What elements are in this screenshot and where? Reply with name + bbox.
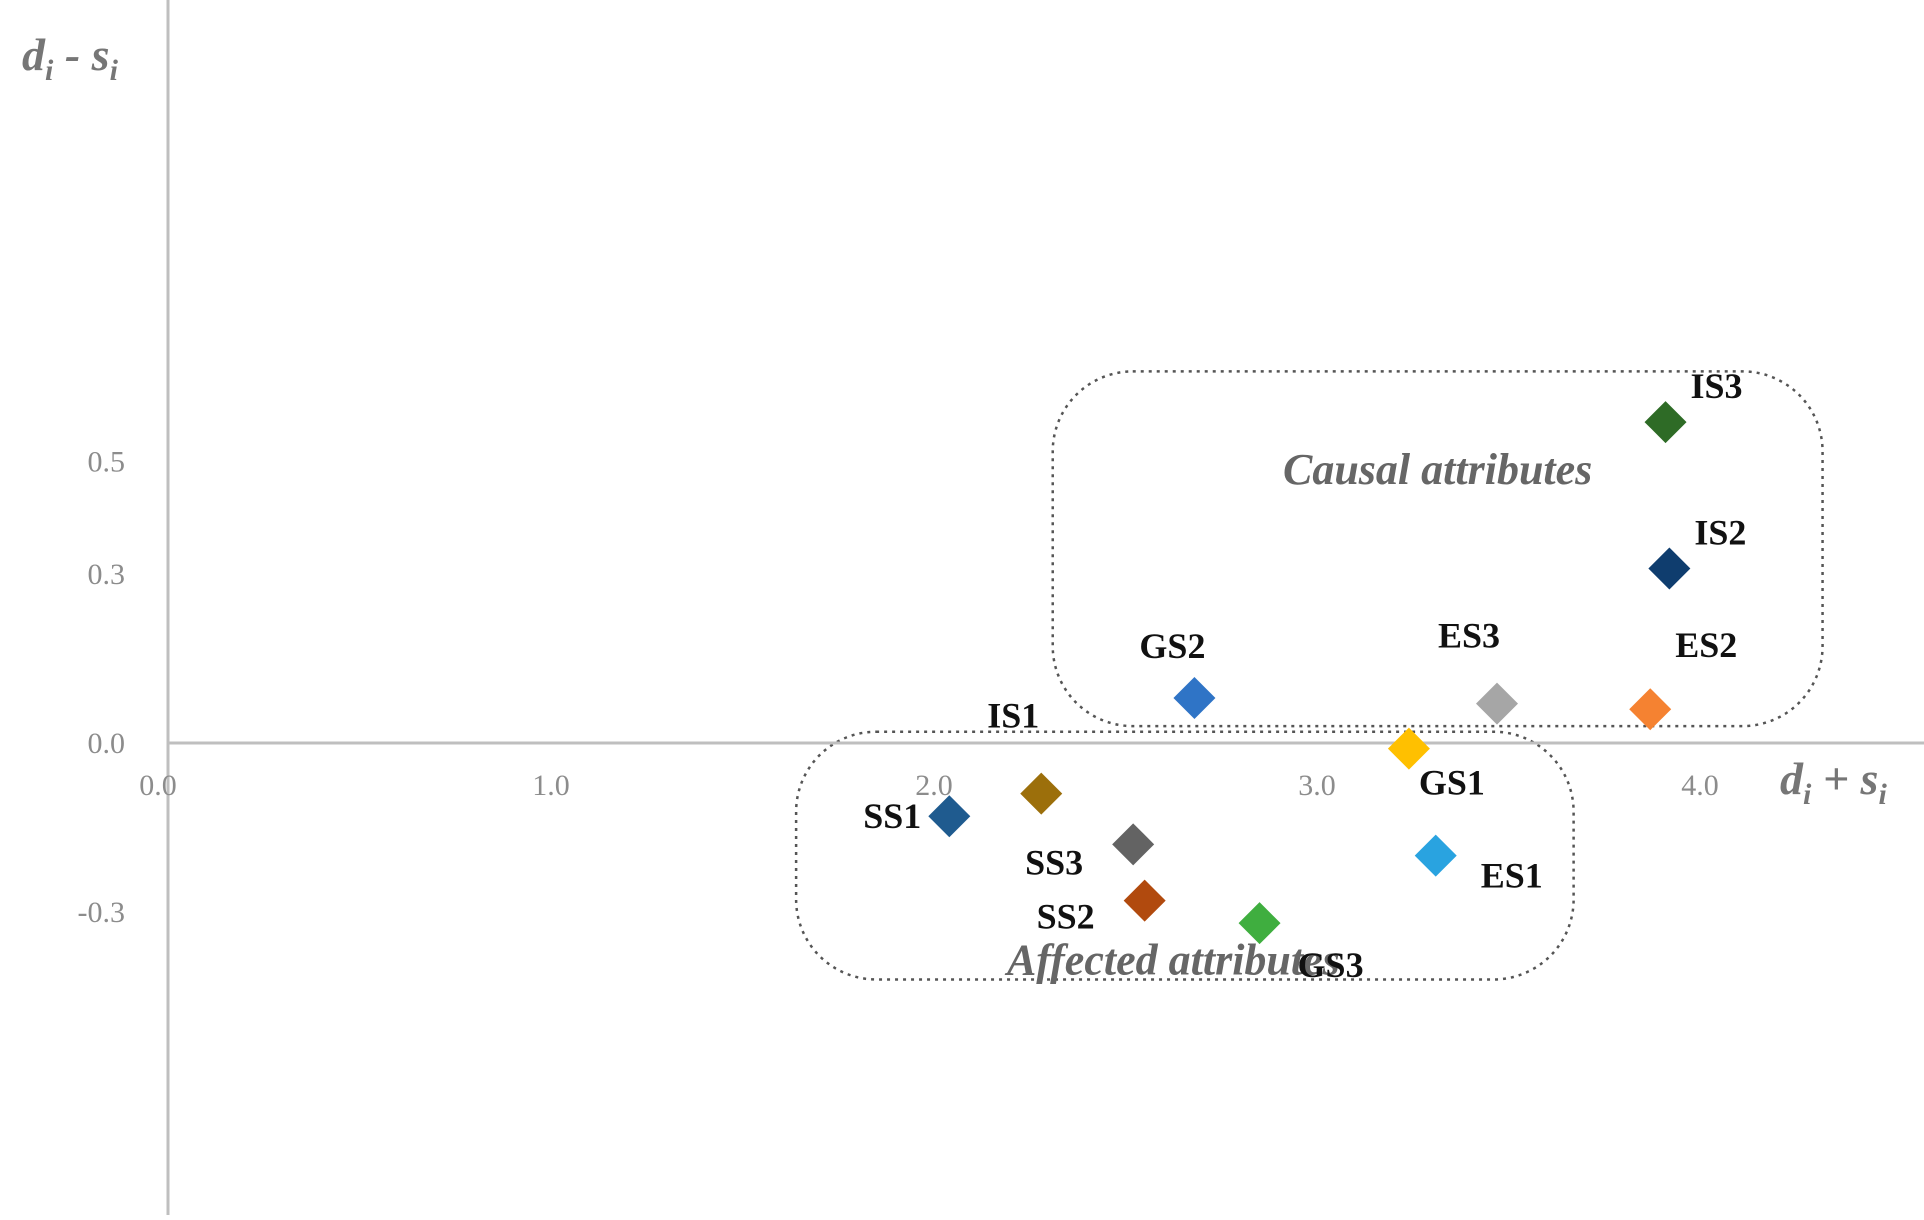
point-label-GS1: GS1 [1419, 763, 1485, 803]
y-axis-title-sub2: i [110, 54, 119, 87]
data-point-labels: IS3 IS2 GS2 ES3 ES2 GS1 IS1 SS1 SS3 ES1 SS2 GS3 [863, 366, 1746, 985]
region-label-affected: Affected attributes [1004, 936, 1340, 985]
y-tick-label: 0.5 [88, 446, 126, 479]
point-label-ES3: ES3 [1438, 616, 1500, 656]
point-IS1 [1020, 772, 1063, 815]
x-tick-label: 3.0 [1298, 769, 1336, 802]
x-axis-title-rest: + s [1811, 753, 1878, 804]
x-tick-labels: 0.0 1.0 2.0 3.0 4.0 [139, 769, 1719, 802]
point-IS2 [1648, 547, 1691, 590]
y-axis-title-sub: i [45, 54, 54, 87]
point-label-SS2: SS2 [1037, 897, 1095, 937]
region-label-causal: Causal attributes [1283, 445, 1592, 494]
x-tick-label: 2.0 [915, 769, 953, 802]
axes [166, 0, 1924, 1215]
x-axis-title-sub2: i [1878, 778, 1887, 811]
point-label-GS3: GS3 [1298, 945, 1364, 985]
y-axis-title-rest: - s [53, 29, 109, 80]
point-label-IS2: IS2 [1694, 512, 1746, 552]
point-label-ES2: ES2 [1675, 625, 1737, 665]
point-SS3 [1112, 823, 1155, 866]
y-tick-labels: 0.5 0.3 0.0 -0.3 [78, 446, 126, 929]
x-tick-label: 0.0 [139, 769, 177, 802]
y-tick-label: -0.3 [78, 896, 126, 929]
region-box-affected [794, 730, 1575, 981]
x-tick-label: 4.0 [1681, 769, 1719, 802]
point-ES2 [1629, 688, 1672, 731]
point-GS3 [1238, 902, 1281, 945]
point-GS2 [1173, 676, 1216, 719]
y-tick-label: 0.3 [88, 558, 126, 591]
point-label-ES1: ES1 [1481, 856, 1543, 896]
point-label-IS1: IS1 [987, 696, 1039, 736]
point-label-IS3: IS3 [1691, 366, 1743, 406]
region-boxes: Causal attributes Affected attributes [794, 370, 1824, 985]
point-IS3 [1644, 401, 1687, 444]
x-axis-title-main: d [1780, 753, 1804, 804]
point-SS2 [1123, 879, 1166, 922]
x-axis-title: di + si [1780, 753, 1887, 811]
point-label-SS1: SS1 [863, 796, 921, 836]
point-label-SS3: SS3 [1025, 842, 1083, 882]
region-box-causal [1051, 370, 1824, 728]
data-points [928, 401, 1691, 945]
point-GS1 [1387, 727, 1430, 770]
point-ES3 [1476, 682, 1519, 725]
point-SS1 [928, 795, 971, 838]
point-label-GS2: GS2 [1139, 626, 1205, 666]
y-axis-title: di - si [22, 29, 119, 87]
point-ES1 [1414, 834, 1457, 877]
y-tick-label: 0.0 [88, 727, 126, 760]
x-tick-label: 1.0 [532, 769, 570, 802]
y-axis-title-main: d [22, 29, 46, 80]
x-axis-title-sub: i [1803, 778, 1812, 811]
